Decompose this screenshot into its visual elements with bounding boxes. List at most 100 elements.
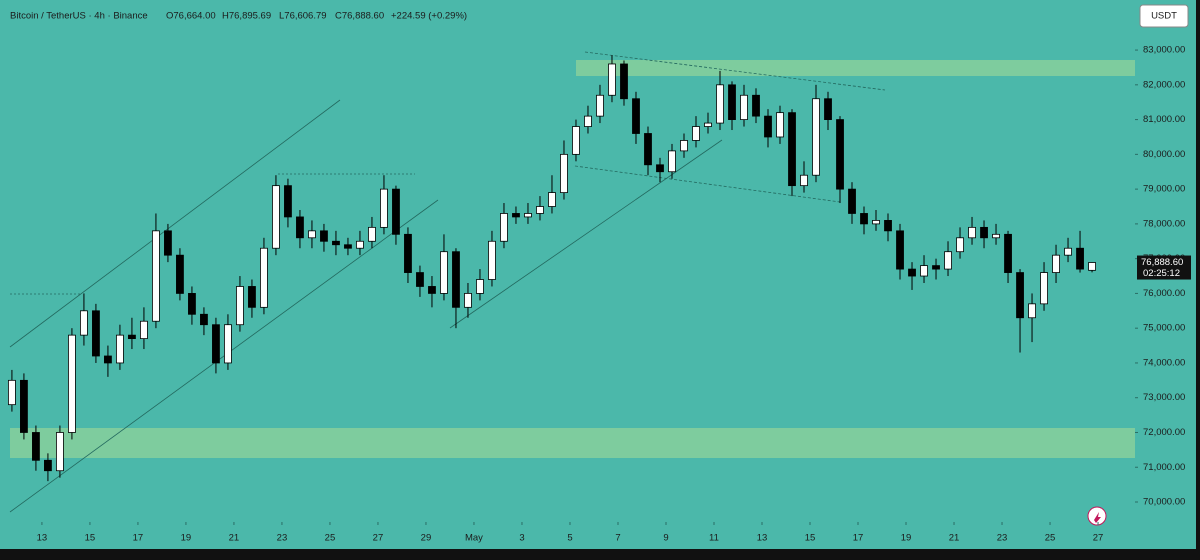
- x-tick-label: 21: [949, 533, 960, 544]
- candle-body: [584, 115, 592, 127]
- y-tick-label: 73,000.00: [1143, 392, 1185, 403]
- candle-body: [896, 230, 904, 270]
- candle-body: [536, 206, 544, 214]
- candle-body: [800, 174, 808, 187]
- candle-body: [92, 310, 100, 357]
- candle-body: [476, 279, 484, 294]
- y-tick-label: 81,000.00: [1143, 114, 1185, 125]
- candle-body: [212, 324, 220, 364]
- candle-body: [8, 379, 16, 406]
- last-price-box: [1137, 255, 1191, 280]
- candle-body: [572, 126, 580, 155]
- candle-body: [608, 63, 616, 96]
- candle-body: [1076, 247, 1084, 270]
- y-tick-label: 76,000.00: [1143, 288, 1185, 299]
- candle-body: [20, 379, 28, 433]
- x-tick-label: 29: [421, 533, 432, 544]
- candle-body: [980, 226, 988, 239]
- candle-body: [824, 98, 832, 120]
- x-tick-label: 5: [567, 533, 572, 544]
- candle-body: [668, 150, 676, 173]
- y-tick-label: 78,000.00: [1143, 218, 1185, 229]
- currency-label[interactable]: USDT: [1151, 11, 1177, 22]
- resistance-zone: [576, 60, 1135, 76]
- candle-body: [596, 94, 604, 117]
- x-tick-label: 23: [997, 533, 1008, 544]
- x-tick-label: 13: [757, 533, 768, 544]
- candle-body: [920, 265, 928, 277]
- candle-body: [368, 226, 376, 242]
- y-tick-label: 79,000.00: [1143, 184, 1185, 195]
- candle-body: [1028, 303, 1036, 319]
- candle-body: [632, 98, 640, 134]
- candle-body: [512, 213, 520, 218]
- candle-body: [968, 226, 976, 239]
- candle-body: [500, 213, 508, 242]
- y-tick-label: 83,000.00: [1143, 45, 1185, 56]
- candle-body: [848, 188, 856, 214]
- y-tick-label: 72,000.00: [1143, 427, 1185, 438]
- x-tick-label: 17: [133, 533, 144, 544]
- candle-body: [932, 265, 940, 270]
- candle-body: [344, 244, 352, 249]
- x-tick-label: 13: [37, 533, 48, 544]
- candle-body: [728, 84, 736, 120]
- y-tick-label: 74,000.00: [1143, 357, 1185, 368]
- candle-body: [68, 334, 76, 433]
- candle-body: [152, 230, 160, 322]
- trend-line: [449, 139, 723, 329]
- x-tick-label: 23: [277, 533, 288, 544]
- candle-body: [740, 94, 748, 120]
- y-tick-label: 82,000.00: [1143, 79, 1185, 90]
- x-tick-label: 19: [181, 533, 192, 544]
- ohlc-open: O76,664.00: [166, 11, 216, 22]
- candle-body: [1040, 272, 1048, 305]
- candle-body: [380, 188, 388, 228]
- candle-body: [56, 432, 64, 472]
- x-tick-label: 21: [229, 533, 240, 544]
- candle-body: [356, 240, 364, 249]
- candle-body: [488, 240, 496, 280]
- x-tick-label: 25: [1045, 533, 1056, 544]
- trend-line: [9, 199, 439, 513]
- candle-body: [1064, 247, 1072, 256]
- candle-body: [44, 459, 52, 472]
- x-tick-label: May: [465, 533, 483, 544]
- candle-body: [992, 233, 1000, 239]
- symbol: Bitcoin / TetherUS · 4h · Binance: [10, 11, 148, 22]
- candle-body: [284, 185, 292, 218]
- candle-body: [656, 164, 664, 173]
- candle-body: [836, 119, 844, 190]
- candle-body: [332, 240, 340, 246]
- candle-body: [452, 251, 460, 308]
- candle-body: [1052, 254, 1060, 273]
- candle-body: [200, 313, 208, 326]
- x-tick-label: 15: [805, 533, 816, 544]
- x-tick-label: 7: [615, 533, 620, 544]
- x-tick-label: 17: [853, 533, 864, 544]
- candle-body: [428, 286, 436, 294]
- candle-body: [320, 230, 328, 242]
- candle-body: [884, 220, 892, 232]
- candle-body: [776, 112, 784, 138]
- currency-button[interactable]: [1139, 4, 1189, 28]
- ohlc-close: C76,888.60: [335, 11, 384, 22]
- x-tick-label: 3: [519, 533, 524, 544]
- candle-body: [392, 188, 400, 235]
- trend-line: [9, 99, 341, 348]
- candle-body: [944, 251, 952, 270]
- countdown: 02:25:12: [1143, 268, 1180, 279]
- candle-body: [440, 251, 448, 294]
- candle-body: [188, 293, 196, 315]
- candle-body: [872, 220, 880, 225]
- candle-body: [464, 293, 472, 308]
- candle-body: [560, 153, 568, 194]
- candle-body: [752, 94, 760, 117]
- y-tick-label: 80,000.00: [1143, 149, 1185, 160]
- candle-body: [548, 192, 556, 207]
- candle-body: [164, 230, 172, 256]
- y-tick-label: 71,000.00: [1143, 462, 1185, 473]
- candle-body: [1016, 272, 1024, 319]
